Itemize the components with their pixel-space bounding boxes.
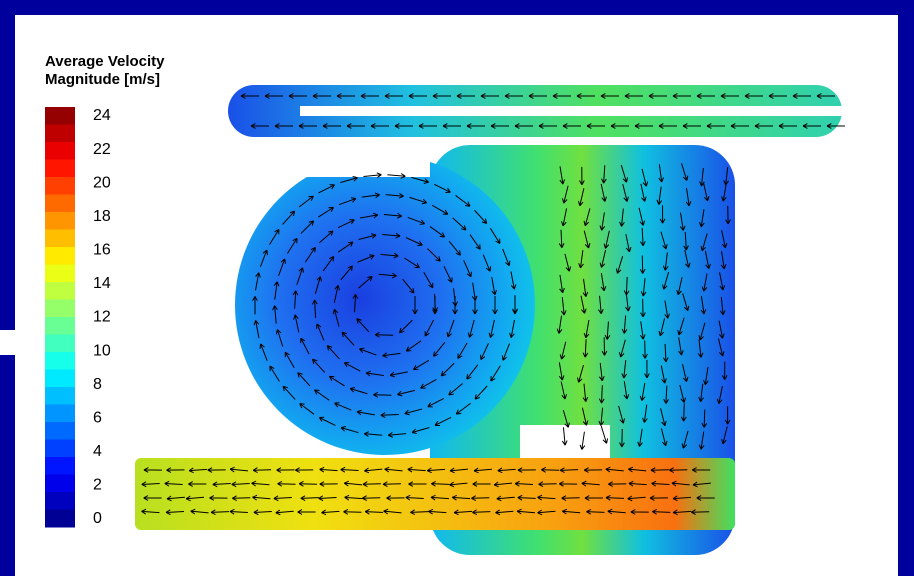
tick-label: 2 xyxy=(93,477,102,494)
color-band xyxy=(45,125,75,143)
tick-label: 18 xyxy=(93,208,111,225)
tick-label: 0 xyxy=(93,510,102,527)
vortex xyxy=(235,155,535,455)
tick-label: 12 xyxy=(93,309,111,326)
bottom-channel xyxy=(135,458,735,530)
color-band xyxy=(45,160,75,178)
tick-label: 24 xyxy=(93,107,111,124)
legend-title: Magnitude [m/s] xyxy=(45,71,160,88)
tick-label: 20 xyxy=(93,174,111,191)
color-band xyxy=(45,142,75,160)
tick-label: 14 xyxy=(93,275,111,292)
color-band xyxy=(45,352,75,370)
tick-label: 6 xyxy=(93,409,102,426)
color-band xyxy=(45,335,75,353)
color-band xyxy=(45,195,75,213)
tick-label: 16 xyxy=(93,242,111,259)
tick-label: 10 xyxy=(93,342,111,359)
color-band xyxy=(45,247,75,265)
color-band xyxy=(45,492,75,510)
tick-label: 8 xyxy=(93,376,102,393)
color-band xyxy=(45,282,75,300)
color-band xyxy=(45,300,75,318)
color-band xyxy=(45,265,75,283)
color-band xyxy=(45,422,75,440)
color-band xyxy=(45,177,75,195)
visualization: Average Velocity Magnitude [m/s] 2422201… xyxy=(0,0,914,576)
color-band xyxy=(45,107,75,125)
color-band xyxy=(45,212,75,230)
color-band xyxy=(45,317,75,335)
legend-title: Average Velocity xyxy=(45,53,165,70)
color-band xyxy=(45,457,75,475)
tick-label: 22 xyxy=(93,141,111,158)
color-band xyxy=(45,440,75,458)
color-band xyxy=(45,370,75,388)
notch xyxy=(0,330,15,355)
page: Average Velocity Magnitude [m/s] 2422201… xyxy=(0,0,914,576)
color-band xyxy=(45,405,75,423)
top-divider xyxy=(300,106,842,116)
color-band xyxy=(45,230,75,248)
color-band xyxy=(45,510,75,528)
color-band xyxy=(45,387,75,405)
color-band xyxy=(45,475,75,493)
gap xyxy=(300,137,430,177)
tick-label: 4 xyxy=(93,443,102,460)
